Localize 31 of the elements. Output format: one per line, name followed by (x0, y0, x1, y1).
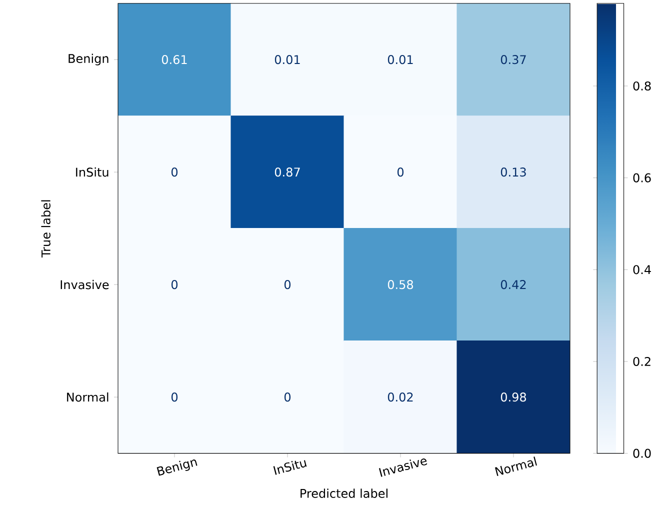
y-tick-label: Invasive (60, 280, 109, 290)
color-bar-label: 0.4 (633, 265, 651, 274)
data-label: 0.42 (500, 280, 526, 290)
data-label: 0.37 (500, 55, 526, 64)
x-tick-label: Normal (494, 456, 537, 476)
color-bar-label: 0.8 (633, 81, 651, 91)
data-label: 0.98 (500, 392, 526, 402)
x-tick-label: Benign (156, 460, 198, 476)
data-label: 0 (171, 392, 178, 402)
x-axis-title: Predicted label (300, 488, 388, 498)
data-label: 0 (284, 280, 291, 290)
data-label: 0 (284, 392, 291, 402)
data-label: 0.01 (274, 55, 300, 64)
x-tick-label: Invasive (378, 458, 428, 477)
color-bar-label: 0.0 (633, 448, 651, 458)
data-label: 0.02 (388, 392, 413, 402)
data-label: 0 (171, 280, 178, 290)
data-label: 0 (397, 168, 404, 177)
x-tick-label: InSitu (273, 460, 307, 475)
data-label: 0.58 (388, 280, 414, 290)
data-label: 0.87 (274, 168, 300, 177)
data-label: 0.61 (162, 55, 187, 64)
data-label: 0.13 (500, 168, 526, 177)
color-bar-label: 0.6 (633, 173, 651, 182)
y-axis-title: True label (41, 200, 50, 258)
color-bar-label: 0.2 (633, 356, 650, 366)
data-label: 0.01 (388, 55, 413, 64)
data-label: 0 (171, 168, 178, 177)
y-tick-label: Benign (68, 54, 108, 66)
y-tick-label: Normal (67, 392, 108, 402)
y-tick-label: InSitu (76, 167, 108, 177)
